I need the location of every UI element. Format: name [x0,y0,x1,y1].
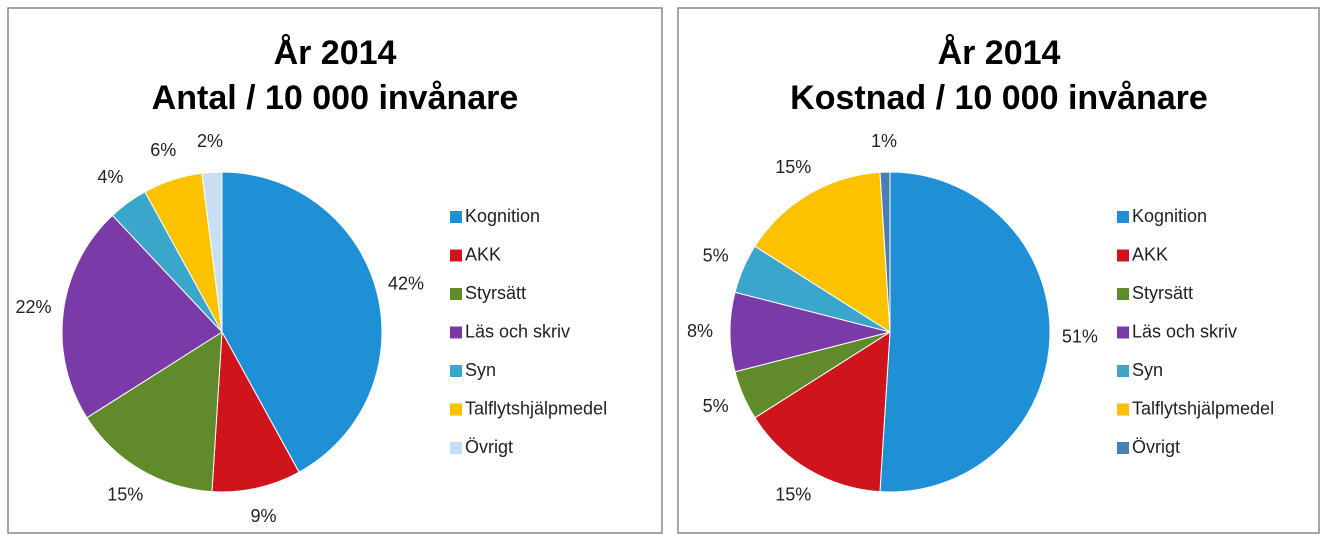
legend-label: Övrigt [465,437,513,457]
legend-label: Talflytshjälpmedel [1132,398,1274,418]
pie-slice [879,171,1051,493]
legend-label: Talflytshjälpmedel [465,398,607,418]
legend-label: Syn [1132,360,1163,380]
data-label: 22% [15,297,51,317]
data-label: 6% [150,140,176,160]
data-label: 42% [388,273,424,293]
legend-swatch [450,403,462,416]
data-label: 15% [775,157,811,177]
legend-label: Läs och skriv [465,321,570,341]
legend-label: AKK [1132,244,1168,264]
pie-slice [211,330,300,493]
data-label: 51% [1062,327,1098,347]
data-label: 4% [97,167,123,187]
legend-swatch [450,365,462,377]
legend-swatch [450,288,462,300]
legend-swatch [450,249,462,262]
data-label: 1% [871,131,897,151]
pie-slice [754,331,891,493]
legend-swatch [1117,365,1129,377]
legend-swatch [450,326,462,339]
pie-slice [221,171,383,473]
legend-label: Styrsätt [1132,283,1193,303]
legend-swatch [1117,211,1129,223]
chart-subtitle: Antal / 10 000 invånare [152,79,519,117]
pie-slice [879,171,891,333]
legend-label: Styrsätt [465,283,526,303]
pie-slice [754,171,891,333]
legend-label: Läs och skriv [1132,321,1237,341]
pie-slice [86,331,223,493]
legend-swatch [450,211,462,223]
data-label: 5% [703,396,729,416]
legend-label: Kognition [465,206,540,226]
data-label: 15% [775,484,811,504]
legend-label: Kognition [1132,206,1207,226]
legend-swatch [1117,442,1129,454]
legend-label: Övrigt [1132,437,1180,457]
chart-title: År 2014 [938,34,1061,72]
data-label: 9% [250,506,276,526]
legend-label: Syn [465,360,496,380]
legend-swatch [450,442,462,454]
legend-swatch [1117,326,1129,339]
data-label: 8% [687,321,713,341]
pie-slice [201,171,223,333]
chart-title: År 2014 [274,34,397,72]
chart-subtitle: Kostnad / 10 000 invånare [790,79,1208,117]
data-label: 15% [107,484,143,504]
legend-label: AKK [465,244,501,264]
legend-swatch [1117,288,1129,300]
data-label: 5% [703,245,729,265]
legend-swatch [1117,249,1129,262]
legend-swatch [1117,403,1129,416]
data-label: 2% [197,131,223,151]
pie-slice [61,214,223,419]
